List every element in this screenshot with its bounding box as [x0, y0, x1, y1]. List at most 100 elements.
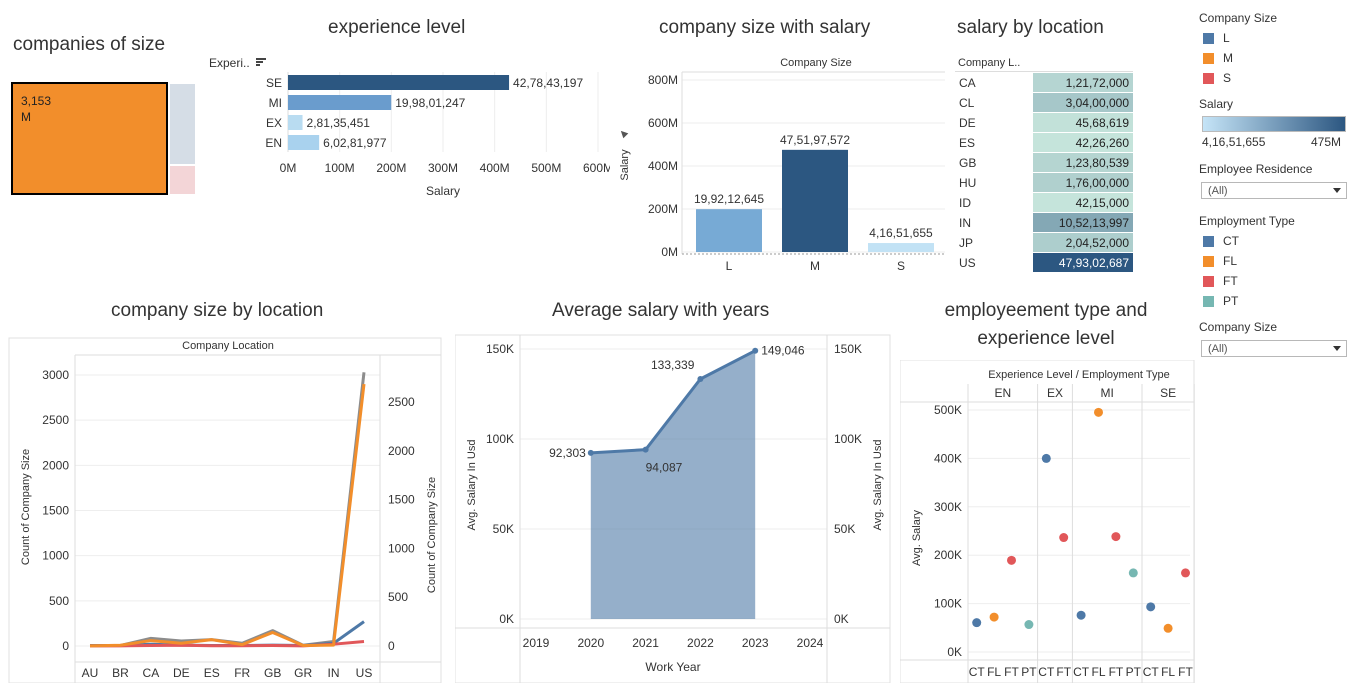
- sort-icon[interactable]: [256, 57, 266, 67]
- x-tick-label: 2019: [523, 636, 550, 650]
- table-row[interactable]: GB 1,23,80,539: [955, 153, 1133, 172]
- x-tick-label: 300M: [428, 161, 458, 175]
- series-line: [89, 383, 366, 648]
- treemap-cell-l[interactable]: [170, 84, 195, 164]
- exp-header: Experi..: [209, 56, 250, 70]
- legend-item[interactable]: S: [1203, 71, 1231, 85]
- bar-value-label: 6,02,81,977: [323, 136, 387, 150]
- title-company-size-salary: company size with salary: [659, 17, 871, 38]
- x-tick-label: CT: [1038, 665, 1055, 679]
- area-line: [590, 349, 756, 455]
- treemap-cell-m[interactable]: 3,153 M: [11, 82, 168, 195]
- table-row[interactable]: ES 42,26,260: [955, 133, 1133, 152]
- scatter-point: [1128, 568, 1138, 578]
- employee-residence-dropdown[interactable]: (All): [1201, 182, 1347, 199]
- category-label: SE: [266, 76, 282, 90]
- y-right-tick-label: 0: [388, 639, 395, 653]
- y-axis-label: Count of Company Size: [20, 449, 32, 565]
- scatter-point: [972, 618, 982, 628]
- legend-item[interactable]: PT: [1203, 294, 1238, 308]
- y-right-tick-label: 50K: [834, 522, 855, 536]
- legend-salary-title: Salary: [1199, 97, 1234, 111]
- data-label: 94,087: [646, 461, 683, 475]
- y-tick-label: 0M: [661, 245, 678, 259]
- legend-employment-type-title: Employment Type: [1199, 214, 1295, 228]
- location-code: IN: [959, 216, 971, 230]
- legend-item[interactable]: FL: [1203, 254, 1237, 268]
- employee-residence-value: (All): [1208, 185, 1228, 197]
- data-point: [752, 347, 759, 354]
- legend-item[interactable]: L: [1203, 31, 1230, 45]
- chevron-down-icon: [1333, 346, 1341, 351]
- legend-swatch: [1203, 52, 1214, 64]
- scatter-point: [1163, 623, 1173, 633]
- legend-item[interactable]: M: [1203, 51, 1233, 65]
- legend-swatch: [1203, 255, 1214, 267]
- table-row[interactable]: ID 42,15,000: [955, 193, 1133, 212]
- bar-value-label: 42,78,43,197: [513, 76, 583, 90]
- group-label: MI: [1101, 386, 1114, 400]
- y-tick-label: 0: [62, 639, 69, 653]
- y-tick-label: 150K: [486, 342, 514, 356]
- y-axis-label: Salary: [619, 149, 631, 181]
- company-size-dropdown[interactable]: (All): [1201, 340, 1347, 357]
- y-tick-label: 500K: [934, 403, 962, 417]
- y-right-axis-label: Avg. Salary In Usd: [872, 440, 884, 531]
- x-tick-label: CT: [1073, 665, 1090, 679]
- y-tick-label: 400K: [934, 451, 962, 465]
- filter-company-size-title: Company Size: [1199, 320, 1278, 334]
- x-tick-label: 600M: [583, 161, 610, 175]
- table-row[interactable]: CL 3,04,00,000: [955, 93, 1133, 112]
- legend-label: CT: [1223, 234, 1239, 248]
- scatter-point: [1041, 453, 1051, 463]
- y-tick-label: 200K: [934, 548, 962, 562]
- y-tick-label: 2500: [42, 413, 69, 427]
- location-code: ES: [959, 136, 976, 150]
- area-fill: [590, 350, 756, 619]
- x-tick-label: FT: [1056, 665, 1071, 679]
- table-row[interactable]: CA 1,21,72,000: [955, 73, 1133, 92]
- table-row[interactable]: US 47,93,02,687: [955, 253, 1133, 272]
- x-axis-label: Work Year: [645, 660, 700, 674]
- data-label: 92,303: [549, 446, 586, 460]
- y-right-axis-label: Count of Company Size: [426, 477, 438, 593]
- y-tick-label: 100K: [934, 597, 962, 611]
- table-row[interactable]: HU 1,76,00,000: [955, 173, 1133, 192]
- group-label: EN: [994, 386, 1011, 400]
- salary-location-header-line: [955, 71, 1133, 72]
- title-company-size-location: company size by location: [111, 300, 324, 321]
- x-tick-label: PT: [1021, 665, 1037, 679]
- legend-item[interactable]: CT: [1203, 234, 1239, 248]
- x-tick-label: CT: [1143, 665, 1160, 679]
- bar: [288, 95, 392, 110]
- emp-type-exp-chart: Experience Level / Employment Type 0K 100K…: [900, 360, 1195, 683]
- legend-label: FT: [1223, 274, 1238, 288]
- legend-item[interactable]: FT: [1203, 274, 1238, 288]
- salary-cell: 2,04,52,000: [1033, 233, 1133, 252]
- table-row[interactable]: IN 10,52,13,997: [955, 213, 1133, 232]
- group-label: EX: [1047, 386, 1063, 400]
- salary-cell: 42,15,000: [1033, 193, 1133, 212]
- legend-company-size-title: Company Size: [1199, 11, 1278, 25]
- treemap-cell-s[interactable]: [170, 166, 195, 194]
- title-emp-type-exp-line2: experience level: [977, 328, 1115, 349]
- y-right-tick-label: 2000: [388, 444, 415, 458]
- table-row[interactable]: DE 45,68,619: [955, 113, 1133, 132]
- salary-cell: 42,26,260: [1033, 133, 1133, 152]
- y-tick-label: 800M: [648, 73, 678, 87]
- table-row[interactable]: JP 2,04,52,000: [955, 233, 1133, 252]
- scatter-point: [1146, 602, 1156, 612]
- bar: [288, 115, 303, 130]
- bar-value-label: 19,92,12,645: [694, 192, 764, 206]
- y-tick-label: 600M: [648, 116, 678, 130]
- x-tick-label: 2024: [797, 636, 824, 650]
- category-label: US: [356, 666, 373, 680]
- category-label: MI: [269, 96, 282, 110]
- y-tick-label: 1500: [42, 504, 69, 518]
- x-tick-label: 100M: [325, 161, 355, 175]
- y-tick-label: 0K: [947, 645, 962, 659]
- bar: [288, 75, 510, 90]
- salary-legend-min: 4,16,51,655: [1202, 135, 1266, 149]
- location-code: DE: [959, 116, 976, 130]
- category-label: DE: [173, 666, 190, 680]
